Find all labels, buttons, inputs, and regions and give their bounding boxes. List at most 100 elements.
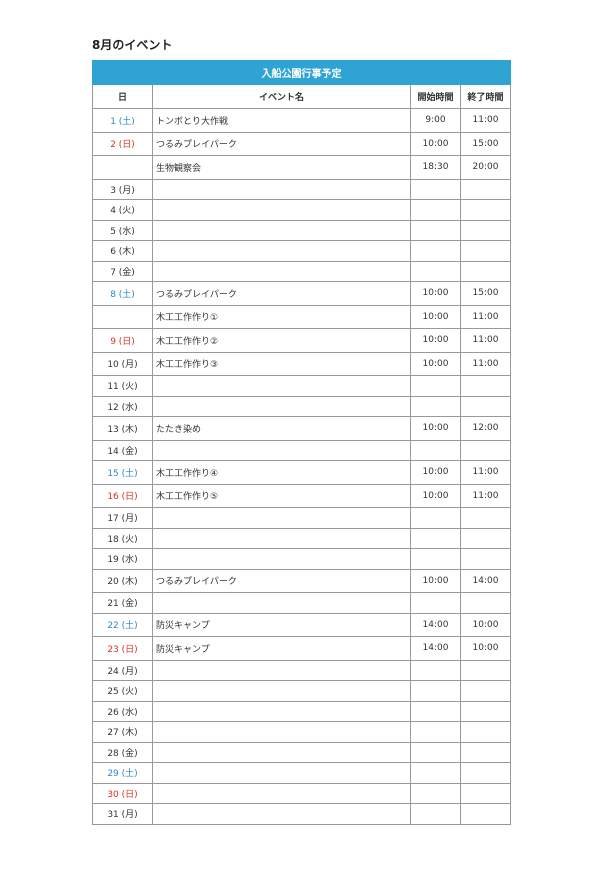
start-cell bbox=[410, 700, 461, 722]
event-cell: 木工工作作り③ bbox=[152, 351, 411, 376]
end-cell: 20:00 bbox=[460, 155, 511, 180]
event-cell: つるみプレイパーク bbox=[152, 281, 411, 306]
start-cell bbox=[410, 178, 461, 200]
end-cell bbox=[460, 592, 511, 614]
title-row: 入船公園行事予定 bbox=[92, 60, 511, 85]
end-cell: 15:00 bbox=[460, 131, 511, 156]
row: 3 (月) bbox=[92, 178, 511, 200]
end-cell: 12:00 bbox=[460, 416, 511, 441]
event-cell bbox=[152, 375, 411, 397]
row: 30 (日) bbox=[92, 782, 511, 804]
event-cell: 木工工作作り④ bbox=[152, 460, 411, 485]
day-cell: 2 (日) bbox=[92, 131, 153, 156]
event-cell: トンボとり大作戦 bbox=[152, 108, 411, 133]
start-cell bbox=[410, 439, 461, 461]
end-cell: 11:00 bbox=[460, 328, 511, 353]
row: 17 (月) bbox=[92, 507, 511, 529]
row: 5 (水) bbox=[92, 219, 511, 241]
end-cell: 15:00 bbox=[460, 281, 511, 306]
row: 20 (木) つるみプレイパーク 10:00 14:00 bbox=[92, 568, 511, 593]
start-cell: 14:00 bbox=[410, 612, 461, 637]
event-cell bbox=[152, 548, 411, 570]
row: 7 (金) bbox=[92, 260, 511, 282]
end-cell: 11:00 bbox=[460, 108, 511, 133]
day-cell: 27 (木) bbox=[92, 721, 153, 743]
event-cell bbox=[152, 721, 411, 743]
day-cell bbox=[92, 304, 153, 329]
event-cell: 防災キャンプ bbox=[152, 636, 411, 661]
column-header: 日 bbox=[92, 84, 153, 109]
start-cell bbox=[410, 199, 461, 221]
event-cell: 木工工作作り⑤ bbox=[152, 483, 411, 508]
start-cell bbox=[410, 803, 461, 825]
start-cell bbox=[410, 219, 461, 241]
day-cell: 24 (月) bbox=[92, 659, 153, 681]
day-cell: 29 (土) bbox=[92, 762, 153, 784]
event-cell: 生物観察会 bbox=[152, 155, 411, 180]
day-cell: 18 (火) bbox=[92, 527, 153, 549]
table-title: 入船公園行事予定 bbox=[92, 60, 511, 85]
day-cell: 23 (日) bbox=[92, 636, 153, 661]
start-cell bbox=[410, 395, 461, 417]
end-cell bbox=[460, 507, 511, 529]
end-cell bbox=[460, 375, 511, 397]
start-cell bbox=[410, 592, 461, 614]
start-cell bbox=[410, 527, 461, 549]
end-cell bbox=[460, 178, 511, 200]
end-cell: 10:00 bbox=[460, 636, 511, 661]
header-row: 日イベント名 開始時間 終了時間 bbox=[92, 84, 511, 109]
day-cell: 20 (木) bbox=[92, 568, 153, 593]
event-cell bbox=[152, 260, 411, 282]
start-cell: 9:00 bbox=[410, 108, 461, 133]
day-cell: 19 (水) bbox=[92, 548, 153, 570]
row: 26 (水) bbox=[92, 700, 511, 722]
day-cell: 14 (金) bbox=[92, 439, 153, 461]
event-cell bbox=[152, 700, 411, 722]
day-cell: 16 (日) bbox=[92, 483, 153, 508]
column-header: イベント名 bbox=[152, 84, 411, 109]
day-cell: 15 (土) bbox=[92, 460, 153, 485]
event-cell bbox=[152, 782, 411, 804]
day-cell: 31 (月) bbox=[92, 803, 153, 825]
row: 4 (火) bbox=[92, 199, 511, 221]
start-cell bbox=[410, 762, 461, 784]
start-cell: 10:00 bbox=[410, 304, 461, 329]
event-cell: 防災キャンプ bbox=[152, 612, 411, 637]
start-cell: 10:00 bbox=[410, 460, 461, 485]
row: 31 (月) bbox=[92, 803, 511, 825]
day-cell: 9 (日) bbox=[92, 328, 153, 353]
end-cell: 11:00 bbox=[460, 483, 511, 508]
row: 28 (金) bbox=[92, 741, 511, 763]
event-cell bbox=[152, 240, 411, 262]
event-cell bbox=[152, 395, 411, 417]
page-title: 8月のイベント bbox=[92, 38, 173, 52]
start-cell bbox=[410, 659, 461, 681]
row: 27 (木) bbox=[92, 721, 511, 743]
event-cell bbox=[152, 439, 411, 461]
row: 14 (金) bbox=[92, 439, 511, 461]
day-cell: 11 (火) bbox=[92, 375, 153, 397]
row: 6 (木) bbox=[92, 240, 511, 262]
event-cell bbox=[152, 199, 411, 221]
start-cell bbox=[410, 260, 461, 282]
row: 生物観察会 18:30 20:00 bbox=[92, 155, 511, 180]
start-cell: 10:00 bbox=[410, 131, 461, 156]
row: 24 (月) bbox=[92, 659, 511, 681]
start-cell: 14:00 bbox=[410, 636, 461, 661]
end-cell: 14:00 bbox=[460, 568, 511, 593]
day-cell: 25 (火) bbox=[92, 680, 153, 702]
day-cell: 4 (火) bbox=[92, 199, 153, 221]
event-cell bbox=[152, 741, 411, 763]
event-cell bbox=[152, 527, 411, 549]
row: 25 (火) bbox=[92, 680, 511, 702]
event-cell bbox=[152, 178, 411, 200]
start-cell: 10:00 bbox=[410, 351, 461, 376]
start-cell: 18:30 bbox=[410, 155, 461, 180]
event-cell bbox=[152, 219, 411, 241]
event-cell bbox=[152, 680, 411, 702]
day-cell: 17 (月) bbox=[92, 507, 153, 529]
event-cell: つるみプレイパーク bbox=[152, 568, 411, 593]
event-cell: 木工工作作り② bbox=[152, 328, 411, 353]
end-cell bbox=[460, 721, 511, 743]
row: 15 (土) 木工工作作り④ 10:00 11:00 bbox=[92, 460, 511, 485]
